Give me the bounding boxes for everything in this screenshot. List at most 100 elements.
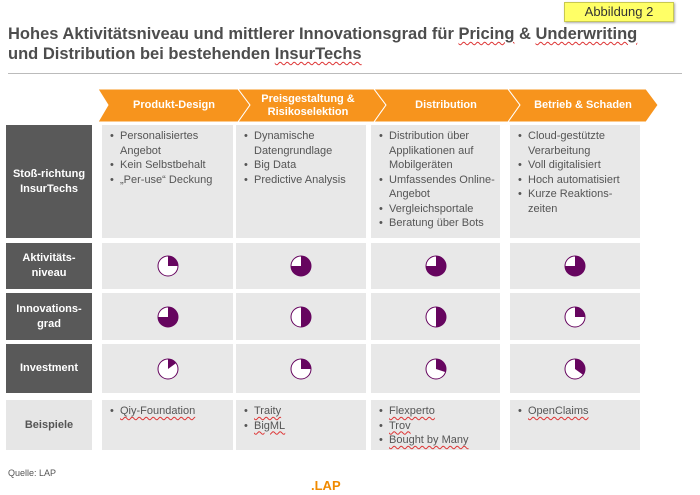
harvey-ball-fill: [157, 306, 178, 327]
row-label-innovation: Innovations-grad: [6, 293, 92, 340]
bullet-list: TraityBigML: [242, 404, 362, 433]
bullet-list: Distribution über Applikationen auf Mobi…: [377, 129, 496, 231]
harvey-ball-fill: [291, 256, 311, 276]
lap-logo: .LAP: [311, 478, 341, 493]
row-label-stoss: Stoß-richtung InsurTechs: [6, 125, 92, 238]
title-text: Pricing: [458, 25, 515, 43]
harvey-ball-cell: [371, 243, 500, 289]
row-label-text: Innovations-grad: [16, 302, 82, 330]
row-label-text: Investment: [19, 362, 79, 374]
list-item: Distribution über Applikationen auf Mobi…: [379, 129, 496, 173]
harvey-ball-icon: [290, 255, 312, 277]
harvey-ball-cell: [510, 243, 640, 289]
harvey-ball-icon: [157, 358, 178, 379]
harvey-ball-cell: [236, 243, 366, 289]
list-item: Umfassendes Online-Angebot: [379, 173, 496, 202]
list-item: „Per-use“ Deckung: [110, 173, 229, 188]
page-title: Hohes Aktivitätsniveau und mittlerer Inn…: [8, 24, 637, 64]
list-item: Vergleichsportale: [379, 202, 496, 217]
harvey-ball-fill: [167, 256, 178, 266]
harvey-ball-icon: [290, 306, 312, 327]
list-item: Kurze Reaktions-zeiten: [518, 187, 636, 216]
row-label-text: Stoß-richtung InsurTechs: [12, 167, 86, 195]
chevron-arrow: [507, 89, 659, 123]
list-item: Traity: [244, 404, 362, 419]
column-header: Preisgestaltung & Risikoselektion: [261, 92, 355, 118]
bullet-list: OpenClaims: [516, 404, 636, 419]
list-item: Cloud-gestützte Verarbeitung: [518, 129, 636, 158]
column-header: Betrieb & Schaden: [534, 99, 632, 111]
table-cell: FlexpertoTrovBought by Many: [371, 400, 500, 450]
list-item: Predictive Analysis: [244, 173, 362, 188]
list-item: Kein Selbstbehalt: [110, 158, 229, 173]
list-item: BigML: [244, 419, 362, 434]
list-item: OpenClaims: [518, 404, 636, 419]
harvey-ball-fill: [435, 306, 446, 327]
list-item: Voll digitalisiert: [518, 158, 636, 173]
table-cell: Cloud-gestützte VerarbeitungVoll digital…: [510, 125, 640, 238]
row-label-text: Aktivitäts-niveau: [22, 252, 76, 279]
harvey-ball-icon: [564, 358, 586, 379]
harvey-ball-cell: [371, 293, 500, 340]
value-chain-arrows: [98, 89, 659, 123]
bullet-list: Personalisiertes AngebotKein Selbstbehal…: [108, 129, 229, 187]
harvey-ball-fill: [575, 358, 586, 375]
bullet-list: Dynamische DatengrundlageBig DataPredict…: [242, 129, 362, 187]
harvey-ball-fill: [301, 306, 311, 327]
harvey-ball-cell: [236, 344, 366, 393]
harvey-ball-icon: [157, 255, 178, 277]
table-cell: TraityBigML: [236, 400, 366, 450]
harvey-ball-cell: [510, 293, 640, 340]
list-item: Big Data: [244, 158, 362, 173]
list-item: Hoch automatisiert: [518, 173, 636, 188]
table-cell: Distribution über Applikationen auf Mobi…: [371, 125, 500, 238]
harvey-ball-fill: [301, 358, 311, 369]
column-header: Distribution: [415, 99, 477, 111]
harvey-ball-cell: [102, 293, 233, 340]
harvey-ball-cell: [510, 344, 640, 393]
list-item: Flexperto: [379, 404, 496, 419]
table-cell: OpenClaims: [510, 400, 640, 450]
harvey-ball-cell: [371, 344, 500, 393]
harvey-ball-icon: [290, 358, 312, 379]
harvey-ball-cell: [102, 344, 233, 393]
figure-badge: Abbildung 2: [564, 2, 674, 22]
column-header: Produkt-Design: [133, 99, 215, 111]
list-item: Bought by Many: [379, 433, 496, 448]
row-label-beispiele: Beispiele: [6, 400, 92, 450]
source-note: Quelle: LAP: [8, 468, 57, 478]
row-label-investment: Investment: [6, 344, 92, 393]
bullet-list: FlexpertoTrovBought by Many: [377, 404, 496, 448]
bullet-list: Cloud-gestützte VerarbeitungVoll digital…: [516, 129, 636, 216]
list-item: Personalisiertes Angebot: [110, 129, 229, 158]
harvey-ball-cell: [102, 243, 233, 289]
row-label-text: Beispiele: [24, 418, 74, 431]
harvey-ball-icon: [425, 358, 446, 379]
table-cell: Qiy-Foundation: [102, 400, 233, 450]
bullet-list: Qiy-Foundation: [108, 404, 229, 419]
harvey-ball-cell: [236, 293, 366, 340]
harvey-ball-fill: [425, 256, 446, 276]
list-item: Trov: [379, 419, 496, 434]
title-text: Underwriting: [535, 25, 638, 43]
title-text: InsurTechs: [274, 45, 362, 63]
title-text: und Distribution bei bestehenden: [8, 45, 275, 63]
title-text: Hohes Aktivitätsniveau und mittlerer Inn…: [8, 25, 459, 43]
harvey-ball-icon: [425, 255, 446, 277]
harvey-ball-fill: [575, 306, 585, 317]
divider: [8, 73, 682, 74]
row-label-aktivitaet: Aktivitäts-niveau: [6, 243, 92, 289]
table-cell: Dynamische DatengrundlageBig DataPredict…: [236, 125, 366, 238]
list-item: Dynamische Datengrundlage: [244, 129, 362, 158]
harvey-ball-icon: [564, 306, 586, 327]
list-item: Beratung über Bots: [379, 216, 496, 231]
table-cell: Personalisiertes AngebotKein Selbstbehal…: [102, 125, 233, 238]
harvey-ball-icon: [157, 306, 178, 327]
harvey-ball-fill: [565, 256, 585, 276]
harvey-ball-fill: [167, 358, 176, 369]
harvey-ball-fill: [435, 358, 446, 372]
list-item: Qiy-Foundation: [110, 404, 229, 419]
harvey-ball-icon: [564, 255, 586, 277]
harvey-ball-icon: [425, 306, 446, 327]
